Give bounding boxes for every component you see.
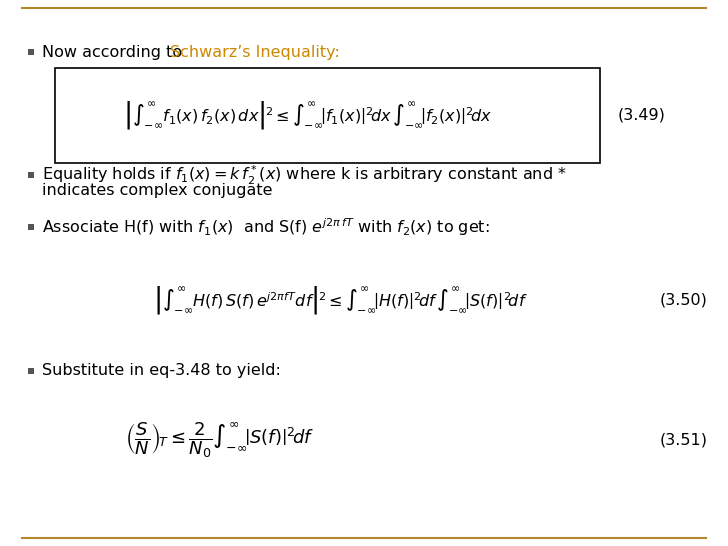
Text: Schwarz’s Inequality:: Schwarz’s Inequality: (170, 45, 340, 60)
Text: Now according to: Now according to (42, 45, 187, 60)
Text: indicates complex conjugate: indicates complex conjugate (42, 183, 272, 199)
Text: $\left|\int_{-\infty}^{\infty} f_1(x)\, f_2(x)\,dx\right|^{\!2}\leq \int_{-\inft: $\left|\int_{-\infty}^{\infty} f_1(x)\, … (123, 99, 492, 132)
Bar (55, 68, 600, 163)
Text: Substitute in eq-3.48 to yield:: Substitute in eq-3.48 to yield: (42, 364, 281, 378)
Bar (28, 224, 34, 230)
Text: (3.50): (3.50) (660, 293, 708, 307)
Bar (28, 368, 34, 374)
Text: Associate H(f) with $f_1(x)$  and S(f) $e^{j2\pi\, fT}$ with $f_2(x)$ to get:: Associate H(f) with $f_1(x)$ and S(f) $e… (42, 216, 490, 238)
Text: $\left(\dfrac{S}{N}\right)_{\!T}\leq \dfrac{2}{N_0}\int_{-\infty}^{\infty}\!\lef: $\left(\dfrac{S}{N}\right)_{\!T}\leq \df… (125, 420, 314, 460)
Text: Equality holds if $f_1(x) = k\,f^*_2(x)$ where k is arbitrary constant and *: Equality holds if $f_1(x) = k\,f^*_2(x)$… (42, 163, 567, 187)
Text: (3.51): (3.51) (660, 432, 708, 448)
Bar (28, 172, 34, 178)
Text: $\left|\int_{-\infty}^{\infty} H(f)\,S(f)\,e^{j2\pi fT}df\right|^{\!2}\leq \int_: $\left|\int_{-\infty}^{\infty} H(f)\,S(f… (153, 284, 527, 316)
Text: (3.49): (3.49) (618, 108, 666, 123)
Bar (28, 49, 34, 55)
